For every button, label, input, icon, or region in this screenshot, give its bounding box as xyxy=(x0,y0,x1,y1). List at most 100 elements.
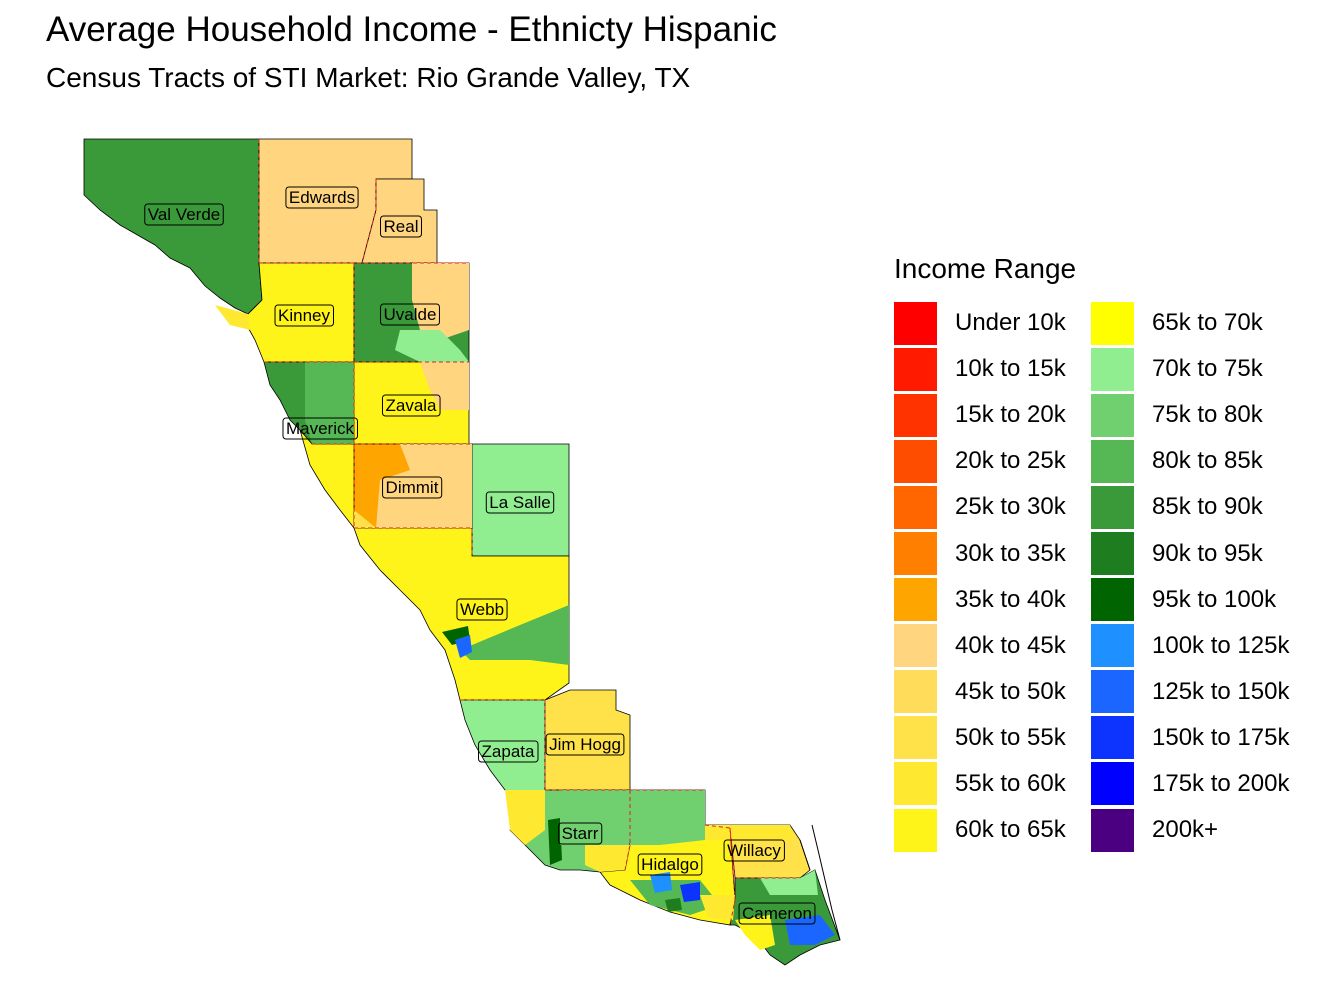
county-real xyxy=(361,178,438,264)
legend-item: 95k to 100k xyxy=(1091,577,1289,623)
legend-item: 75k to 80k xyxy=(1091,392,1289,438)
legend-label: 95k to 100k xyxy=(1152,585,1277,613)
county-label-box xyxy=(558,822,603,845)
legend-item: 65k to 70k xyxy=(1091,300,1289,346)
legend-label: 90k to 95k xyxy=(1152,539,1263,567)
legend-item: 45k to 50k xyxy=(894,669,1066,715)
county-label-box xyxy=(274,304,334,327)
county-label: Dimmit xyxy=(382,476,443,499)
map-subtitle: Census Tracts of STI Market: Rio Grande … xyxy=(46,62,691,93)
legend-swatch xyxy=(894,624,937,668)
county-label-text: Jim Hogg xyxy=(549,735,621,754)
county-label-box xyxy=(478,740,539,763)
county-label-text: Dimmit xyxy=(386,478,439,497)
legend-label: 25k to 30k xyxy=(955,493,1066,521)
legend-swatch xyxy=(1091,347,1134,391)
tract-patch xyxy=(354,510,376,528)
legend-label: 30k to 35k xyxy=(955,539,1066,567)
tract-patch xyxy=(420,362,469,410)
county-label-box xyxy=(738,902,816,925)
county-label-box xyxy=(282,417,359,440)
legend-label: 50k to 55k xyxy=(955,723,1066,751)
county-label: Jim Hogg xyxy=(545,733,625,756)
legend-swatch xyxy=(1091,532,1134,576)
county-val-verde xyxy=(83,138,263,315)
tract-patch xyxy=(305,362,354,444)
county-label-text: Edwards xyxy=(289,188,355,207)
county-maverick-south xyxy=(299,429,355,530)
legend-swatch xyxy=(1091,439,1134,483)
map-title: Average Household Income - Ethnicty Hisp… xyxy=(46,10,777,49)
coastline xyxy=(799,824,841,941)
county-label-text: Webb xyxy=(460,600,504,619)
tract-patch xyxy=(650,872,672,893)
legend-item: 30k to 35k xyxy=(894,530,1066,576)
legend-swatch xyxy=(894,393,937,437)
legend-item: 15k to 20k xyxy=(894,392,1066,438)
legend-swatch xyxy=(1091,624,1134,668)
legend-item: 85k to 90k xyxy=(1091,484,1289,530)
county-label: Cameron xyxy=(738,902,816,925)
county-label: Zapata xyxy=(478,740,539,763)
legend-swatch xyxy=(1091,762,1134,806)
legend-swatch xyxy=(894,670,937,714)
legend-label: 35k to 40k xyxy=(955,585,1066,613)
tract-patch xyxy=(215,305,250,330)
tract-overlays xyxy=(215,263,835,950)
legend-swatch xyxy=(1091,301,1134,345)
county-label-text: Zapata xyxy=(482,742,535,761)
legend-label: 60k to 65k xyxy=(955,816,1066,844)
legend-label: 10k to 15k xyxy=(955,355,1066,383)
county-label-text: Hidalgo xyxy=(641,855,699,874)
county-label-text: Val Verde xyxy=(148,205,220,224)
legend-swatch xyxy=(1091,578,1134,622)
legend-swatch xyxy=(1091,485,1134,529)
legend-item: 80k to 85k xyxy=(1091,438,1289,484)
legend-item: 150k to 175k xyxy=(1091,715,1289,761)
legend-label: 150k to 175k xyxy=(1152,723,1290,751)
tract-patch xyxy=(630,790,705,845)
legend-item: 100k to 125k xyxy=(1091,623,1289,669)
county-label-text: Uvalde xyxy=(384,305,437,324)
legend-label: 45k to 50k xyxy=(955,677,1066,705)
legend-item: 35k to 40k xyxy=(894,577,1066,623)
legend-item: 40k to 45k xyxy=(894,623,1066,669)
county-label-box xyxy=(723,839,785,862)
tract-patch xyxy=(700,895,735,920)
legend-item: 60k to 65k xyxy=(894,807,1066,853)
legend-label: 200k+ xyxy=(1152,816,1219,844)
legend-label: 20k to 25k xyxy=(955,447,1066,475)
tract-patch xyxy=(585,845,630,872)
legend-label: 75k to 80k xyxy=(1152,401,1263,429)
legend-item: 25k to 30k xyxy=(894,484,1066,530)
legend-item: 50k to 55k xyxy=(894,715,1066,761)
county-label: Real xyxy=(380,215,422,238)
legend-swatch xyxy=(894,301,937,345)
tract-patch xyxy=(680,882,700,902)
legend-item: 200k+ xyxy=(1091,807,1289,853)
legend-item: 55k to 60k xyxy=(894,761,1066,807)
tract-patch xyxy=(412,263,469,340)
legend-label: 40k to 45k xyxy=(955,631,1066,659)
county-label-text: Real xyxy=(384,217,419,236)
county-label-text: Willacy xyxy=(727,841,781,860)
legend-item: 20k to 25k xyxy=(894,438,1066,484)
county-label-box xyxy=(285,186,359,209)
county-label-box xyxy=(637,853,703,876)
legend-swatch xyxy=(894,762,937,806)
county-label: La Salle xyxy=(485,491,555,514)
county-label-text: Cameron xyxy=(742,904,812,923)
legend-label: 85k to 90k xyxy=(1152,493,1263,521)
legend-item: 90k to 95k xyxy=(1091,530,1289,576)
legend-swatch xyxy=(894,808,937,852)
legend-title: Income Range xyxy=(894,253,1077,284)
county-label: Kinney xyxy=(274,304,334,327)
legend-swatch xyxy=(894,716,937,760)
tract-patch xyxy=(505,790,545,845)
legend-swatch xyxy=(1091,670,1134,714)
legend-item: 125k to 150k xyxy=(1091,669,1289,715)
county-label-text: Maverick xyxy=(286,419,355,438)
county-label-text: Starr xyxy=(562,824,599,843)
legend-label: 175k to 200k xyxy=(1152,769,1290,797)
